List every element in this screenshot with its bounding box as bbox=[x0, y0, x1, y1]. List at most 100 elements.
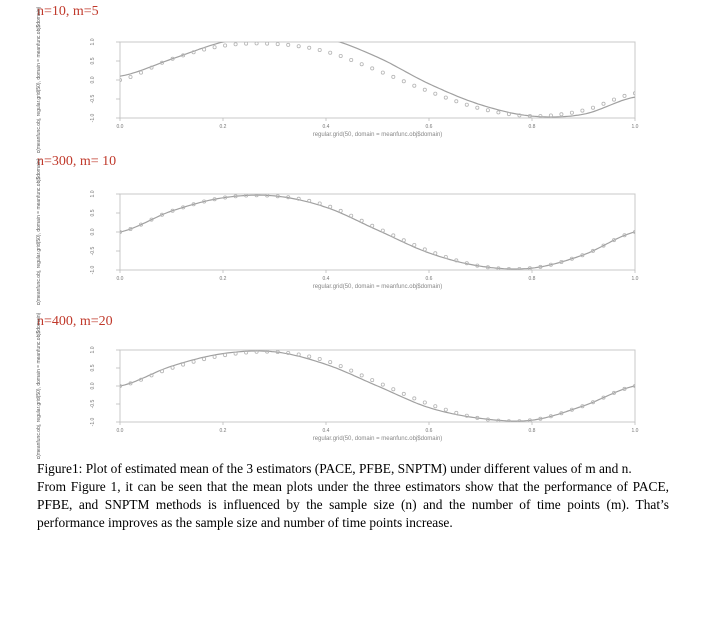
x-axis-label: regular.grid(50, domain = meanfunc.obj$d… bbox=[313, 436, 443, 442]
estimate-point bbox=[591, 400, 596, 405]
estimate-point bbox=[128, 227, 133, 232]
estimate-point bbox=[254, 42, 259, 46]
estimate-point bbox=[569, 256, 574, 261]
estimate-point bbox=[475, 415, 480, 420]
x-tick-label: 0.0 bbox=[117, 276, 124, 282]
estimate-point bbox=[202, 199, 207, 204]
estimate-point bbox=[265, 194, 270, 198]
estimate-point bbox=[317, 47, 322, 52]
estimate-point bbox=[506, 419, 511, 422]
estimate-point bbox=[181, 53, 186, 58]
estimate-point bbox=[612, 390, 617, 395]
figure-caption: Figure1: Plot of estimated mean of the 3… bbox=[37, 460, 669, 532]
estimate-point bbox=[380, 70, 385, 75]
estimate-point bbox=[149, 217, 154, 222]
estimate-point bbox=[548, 113, 553, 118]
estimate-point bbox=[517, 419, 522, 422]
x-tick-label: 0.0 bbox=[117, 428, 124, 434]
y-tick-label: 1.0 bbox=[90, 38, 96, 45]
estimate-point bbox=[569, 407, 574, 412]
estimate-point bbox=[149, 373, 154, 378]
estimate-point bbox=[328, 360, 333, 365]
estimate-point bbox=[120, 78, 122, 82]
estimate-point bbox=[191, 202, 196, 207]
estimate-point bbox=[433, 251, 438, 256]
panel-label-1: n=10, m=5 bbox=[37, 4, 99, 19]
x-tick-label: 0.2 bbox=[220, 124, 227, 130]
estimate-point bbox=[527, 418, 532, 422]
estimate-point bbox=[307, 45, 312, 50]
estimate-point bbox=[601, 243, 606, 248]
estimate-point bbox=[391, 74, 396, 79]
y-tick-label: 1.0 bbox=[90, 190, 96, 197]
estimate-point bbox=[202, 357, 207, 362]
estimate-point bbox=[401, 79, 406, 84]
estimate-point bbox=[391, 387, 396, 392]
estimate-point bbox=[601, 395, 606, 400]
estimate-point bbox=[580, 253, 585, 258]
x-tick-label: 0.2 bbox=[220, 428, 227, 434]
estimate-point bbox=[328, 50, 333, 55]
estimate-point bbox=[212, 45, 217, 50]
estimate-point bbox=[128, 381, 133, 386]
mean-plot-1: c(meanfunc.obj, regular.grid(50), domain… bbox=[36, 6, 639, 153]
estimate-point bbox=[412, 243, 417, 248]
estimate-point bbox=[485, 417, 490, 422]
estimate-point bbox=[412, 83, 417, 88]
estimate-point bbox=[244, 42, 249, 46]
estimate-point bbox=[170, 365, 175, 370]
estimate-point bbox=[338, 364, 343, 369]
estimate-point bbox=[633, 230, 635, 234]
estimate-point bbox=[233, 351, 238, 356]
estimate-point bbox=[422, 400, 427, 405]
estimate-point bbox=[464, 102, 469, 107]
estimate-point bbox=[254, 194, 259, 198]
estimate-point bbox=[422, 247, 427, 252]
estimate-point bbox=[622, 386, 627, 391]
y-axis-label: c(meanfunc.obj, regular.grid(50), domain… bbox=[36, 6, 42, 153]
x-tick-label: 0.4 bbox=[323, 124, 330, 130]
estimate-point bbox=[223, 43, 228, 48]
x-axis-label: regular.grid(50, domain = meanfunc.obj$d… bbox=[313, 132, 443, 138]
estimate-point bbox=[138, 70, 143, 75]
estimate-point bbox=[317, 356, 322, 361]
estimate-point bbox=[128, 75, 133, 80]
estimate-point bbox=[359, 62, 364, 67]
x-tick-label: 0.6 bbox=[426, 428, 433, 434]
mean-curve-line bbox=[120, 350, 635, 422]
estimate-point bbox=[580, 404, 585, 409]
estimate-point bbox=[370, 378, 375, 383]
estimate-point bbox=[370, 223, 375, 228]
y-tick-label: 0.5 bbox=[90, 364, 96, 371]
x-tick-label: 0.2 bbox=[220, 276, 227, 282]
estimate-point bbox=[412, 396, 417, 401]
estimate-point bbox=[380, 228, 385, 233]
estimate-point bbox=[443, 95, 448, 100]
estimate-point bbox=[559, 112, 564, 117]
estimate-point bbox=[538, 416, 543, 421]
estimate-point bbox=[454, 258, 459, 263]
estimate-point bbox=[349, 213, 354, 218]
x-tick-label: 0.6 bbox=[426, 124, 433, 130]
y-tick-label: -0.5 bbox=[90, 246, 96, 255]
x-axis-label: regular.grid(50, domain = meanfunc.obj$d… bbox=[313, 284, 443, 290]
y-tick-label: 0.0 bbox=[90, 382, 96, 389]
estimate-point bbox=[517, 113, 522, 118]
estimate-point bbox=[212, 354, 217, 359]
estimate-point bbox=[422, 87, 427, 92]
estimate-point bbox=[181, 362, 186, 367]
estimate-point bbox=[191, 359, 196, 364]
estimate-point bbox=[464, 413, 469, 418]
estimate-point bbox=[475, 263, 480, 268]
panel-label-3: n=400, m=20 bbox=[37, 314, 113, 329]
estimate-point bbox=[601, 101, 606, 106]
plot-frame bbox=[119, 41, 636, 119]
y-axis-label: c(meanfunc.obj, regular.grid(50), domain… bbox=[36, 158, 42, 305]
estimate-point bbox=[612, 97, 617, 102]
estimate-point bbox=[170, 56, 175, 61]
estimate-point bbox=[538, 114, 543, 118]
estimate-point bbox=[159, 212, 164, 217]
estimate-point bbox=[349, 368, 354, 373]
estimate-point bbox=[380, 382, 385, 387]
estimate-point bbox=[454, 410, 459, 415]
